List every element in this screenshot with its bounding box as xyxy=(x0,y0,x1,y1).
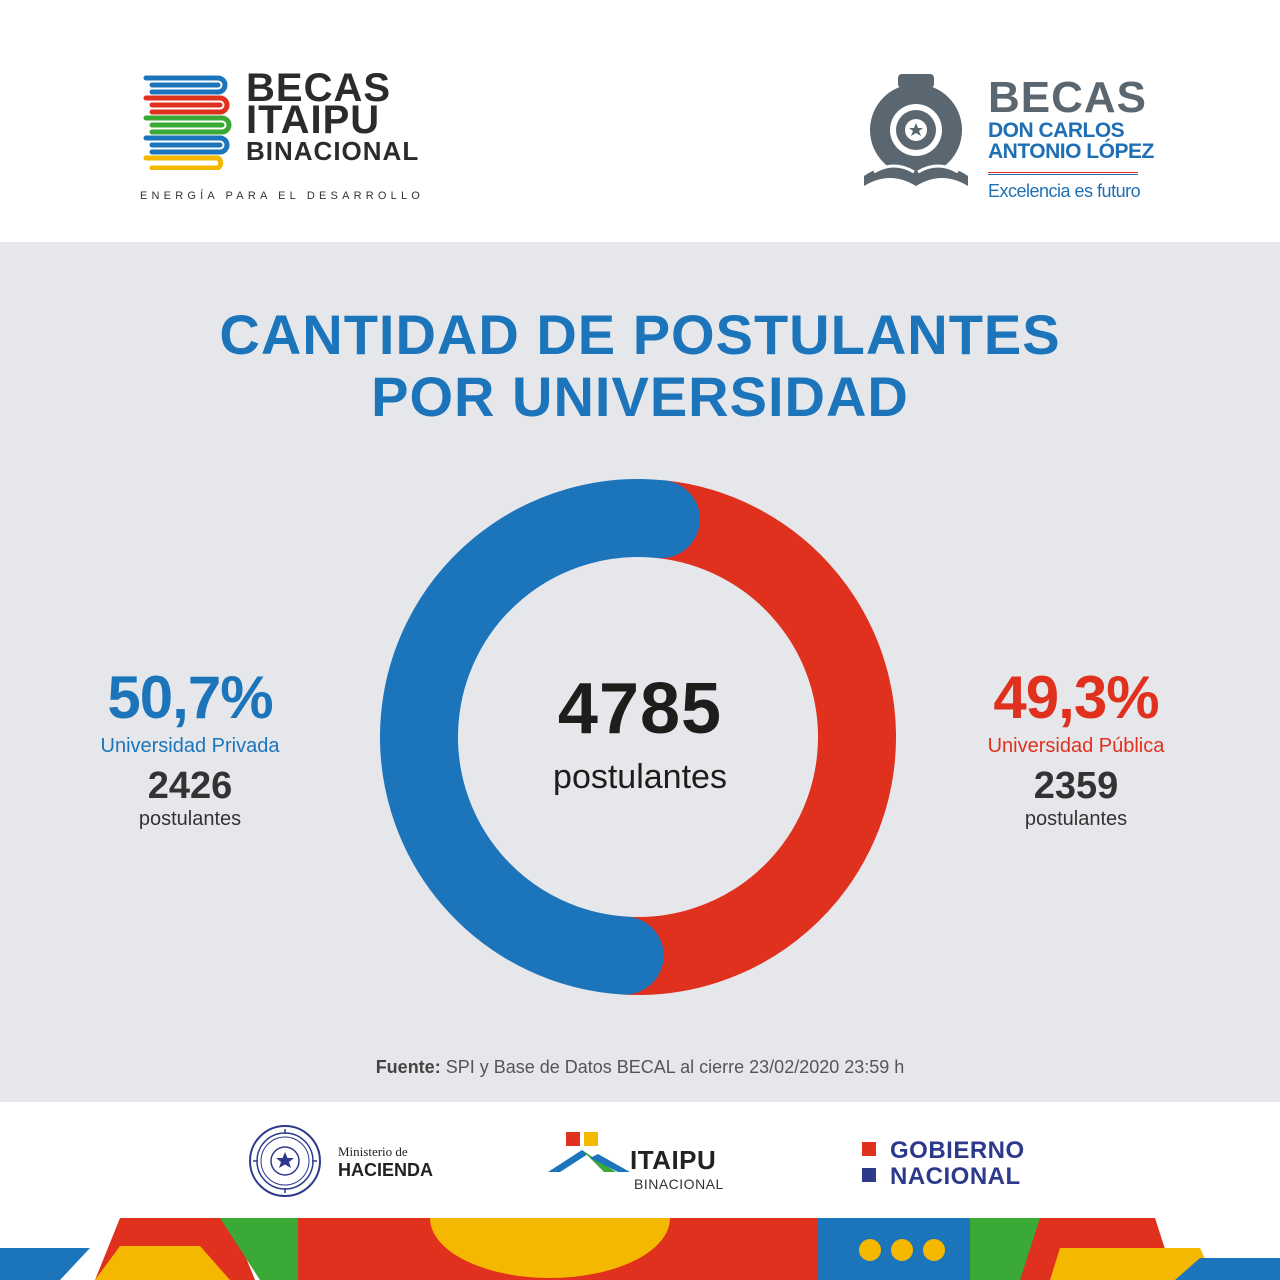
chart-title: CANTIDAD DE POSTULANTES POR UNIVERSIDAD xyxy=(0,304,1280,428)
publica-count: 2359 xyxy=(1033,765,1119,807)
itaipu-mark-icon xyxy=(548,1132,630,1172)
publica-stat: 49,3% Universidad Pública 2359 postulant… xyxy=(936,664,1216,830)
dot-icon xyxy=(923,1239,945,1261)
red-square-icon xyxy=(862,1142,876,1156)
itaipu-word: ITAIPU xyxy=(246,98,381,142)
dcal-tagline: Excelencia es futuro xyxy=(988,181,1141,201)
chart-panel: CANTIDAD DE POSTULANTES POR UNIVERSIDAD … xyxy=(0,242,1280,1102)
national-seal-icon xyxy=(249,1125,321,1197)
ministerio-label: Ministerio de xyxy=(338,1144,408,1159)
privada-percent: 50,7% xyxy=(107,664,273,731)
total-label: postulantes xyxy=(553,758,727,796)
footer: Ministerio de HACIENDA ITAIPU BINACIONAL… xyxy=(0,1102,1280,1280)
becas-itaipu-logo: BECAS ITAIPU BINACIONAL ENERGÍA PARA EL … xyxy=(138,66,420,212)
title-line-1: CANTIDAD DE POSTULANTES xyxy=(219,303,1061,366)
donut-segment-publica xyxy=(622,480,896,995)
flag-rule xyxy=(988,172,1138,175)
header: BECAS ITAIPU BINACIONAL ENERGÍA PARA EL … xyxy=(0,0,1280,242)
dcal-antonio-lopez: ANTONIO LÓPEZ xyxy=(988,140,1154,163)
dcal-becas-word: BECAS xyxy=(988,73,1148,122)
donut-segment-privada xyxy=(380,479,700,995)
becas-dcal-logo: BECAS DON CARLOS ANTONIO LÓPEZ Excelenci… xyxy=(860,72,1160,202)
gobierno-word: GOBIERNO xyxy=(890,1137,1025,1164)
privada-unit: postulantes xyxy=(138,808,242,830)
blue-square-icon xyxy=(862,1168,876,1182)
itaipu-binacional-logo: ITAIPU BINACIONAL xyxy=(548,1132,738,1196)
privada-label: Universidad Privada xyxy=(100,735,280,757)
locomotive-book-icon xyxy=(864,74,968,186)
source-note: Fuente: SPI y Base de Datos BECAL al cie… xyxy=(0,1057,1280,1078)
ministerio-hacienda-logo: Ministerio de HACIENDA xyxy=(248,1124,448,1198)
gobierno-nacional-logo: GOBIERNO NACIONAL xyxy=(862,1138,1062,1198)
privada-stat: 50,7% Universidad Privada 2426 postulant… xyxy=(50,664,330,830)
itaipu-tagline: ENERGÍA PARA EL DESARROLLO xyxy=(140,190,425,202)
decorative-band xyxy=(0,1218,1280,1280)
total-value: 4785 xyxy=(557,669,723,749)
dot-icon xyxy=(859,1239,881,1261)
publica-label: Universidad Pública xyxy=(987,735,1165,757)
binacional-word: BINACIONAL xyxy=(246,136,420,166)
hacienda-label: HACIENDA xyxy=(338,1160,434,1180)
becas-word: BECAS xyxy=(246,66,392,110)
publica-unit: postulantes xyxy=(1024,808,1128,830)
title-line-2: POR UNIVERSIDAD xyxy=(371,365,909,428)
donut-chart xyxy=(380,479,896,995)
source-text: SPI y Base de Datos BECAL al cierre 23/0… xyxy=(440,1057,905,1077)
publica-percent: 49,3% xyxy=(993,664,1159,731)
privada-count: 2426 xyxy=(147,765,233,807)
nacional-word: NACIONAL xyxy=(890,1163,1021,1190)
book-stripes-icon xyxy=(143,75,232,170)
source-label: Fuente: xyxy=(375,1057,441,1077)
itaipu-name: ITAIPU xyxy=(630,1145,717,1175)
dot-icon xyxy=(891,1239,913,1261)
itaipu-sub: BINACIONAL xyxy=(634,1176,724,1192)
dcal-don-carlos: DON CARLOS xyxy=(988,119,1125,142)
